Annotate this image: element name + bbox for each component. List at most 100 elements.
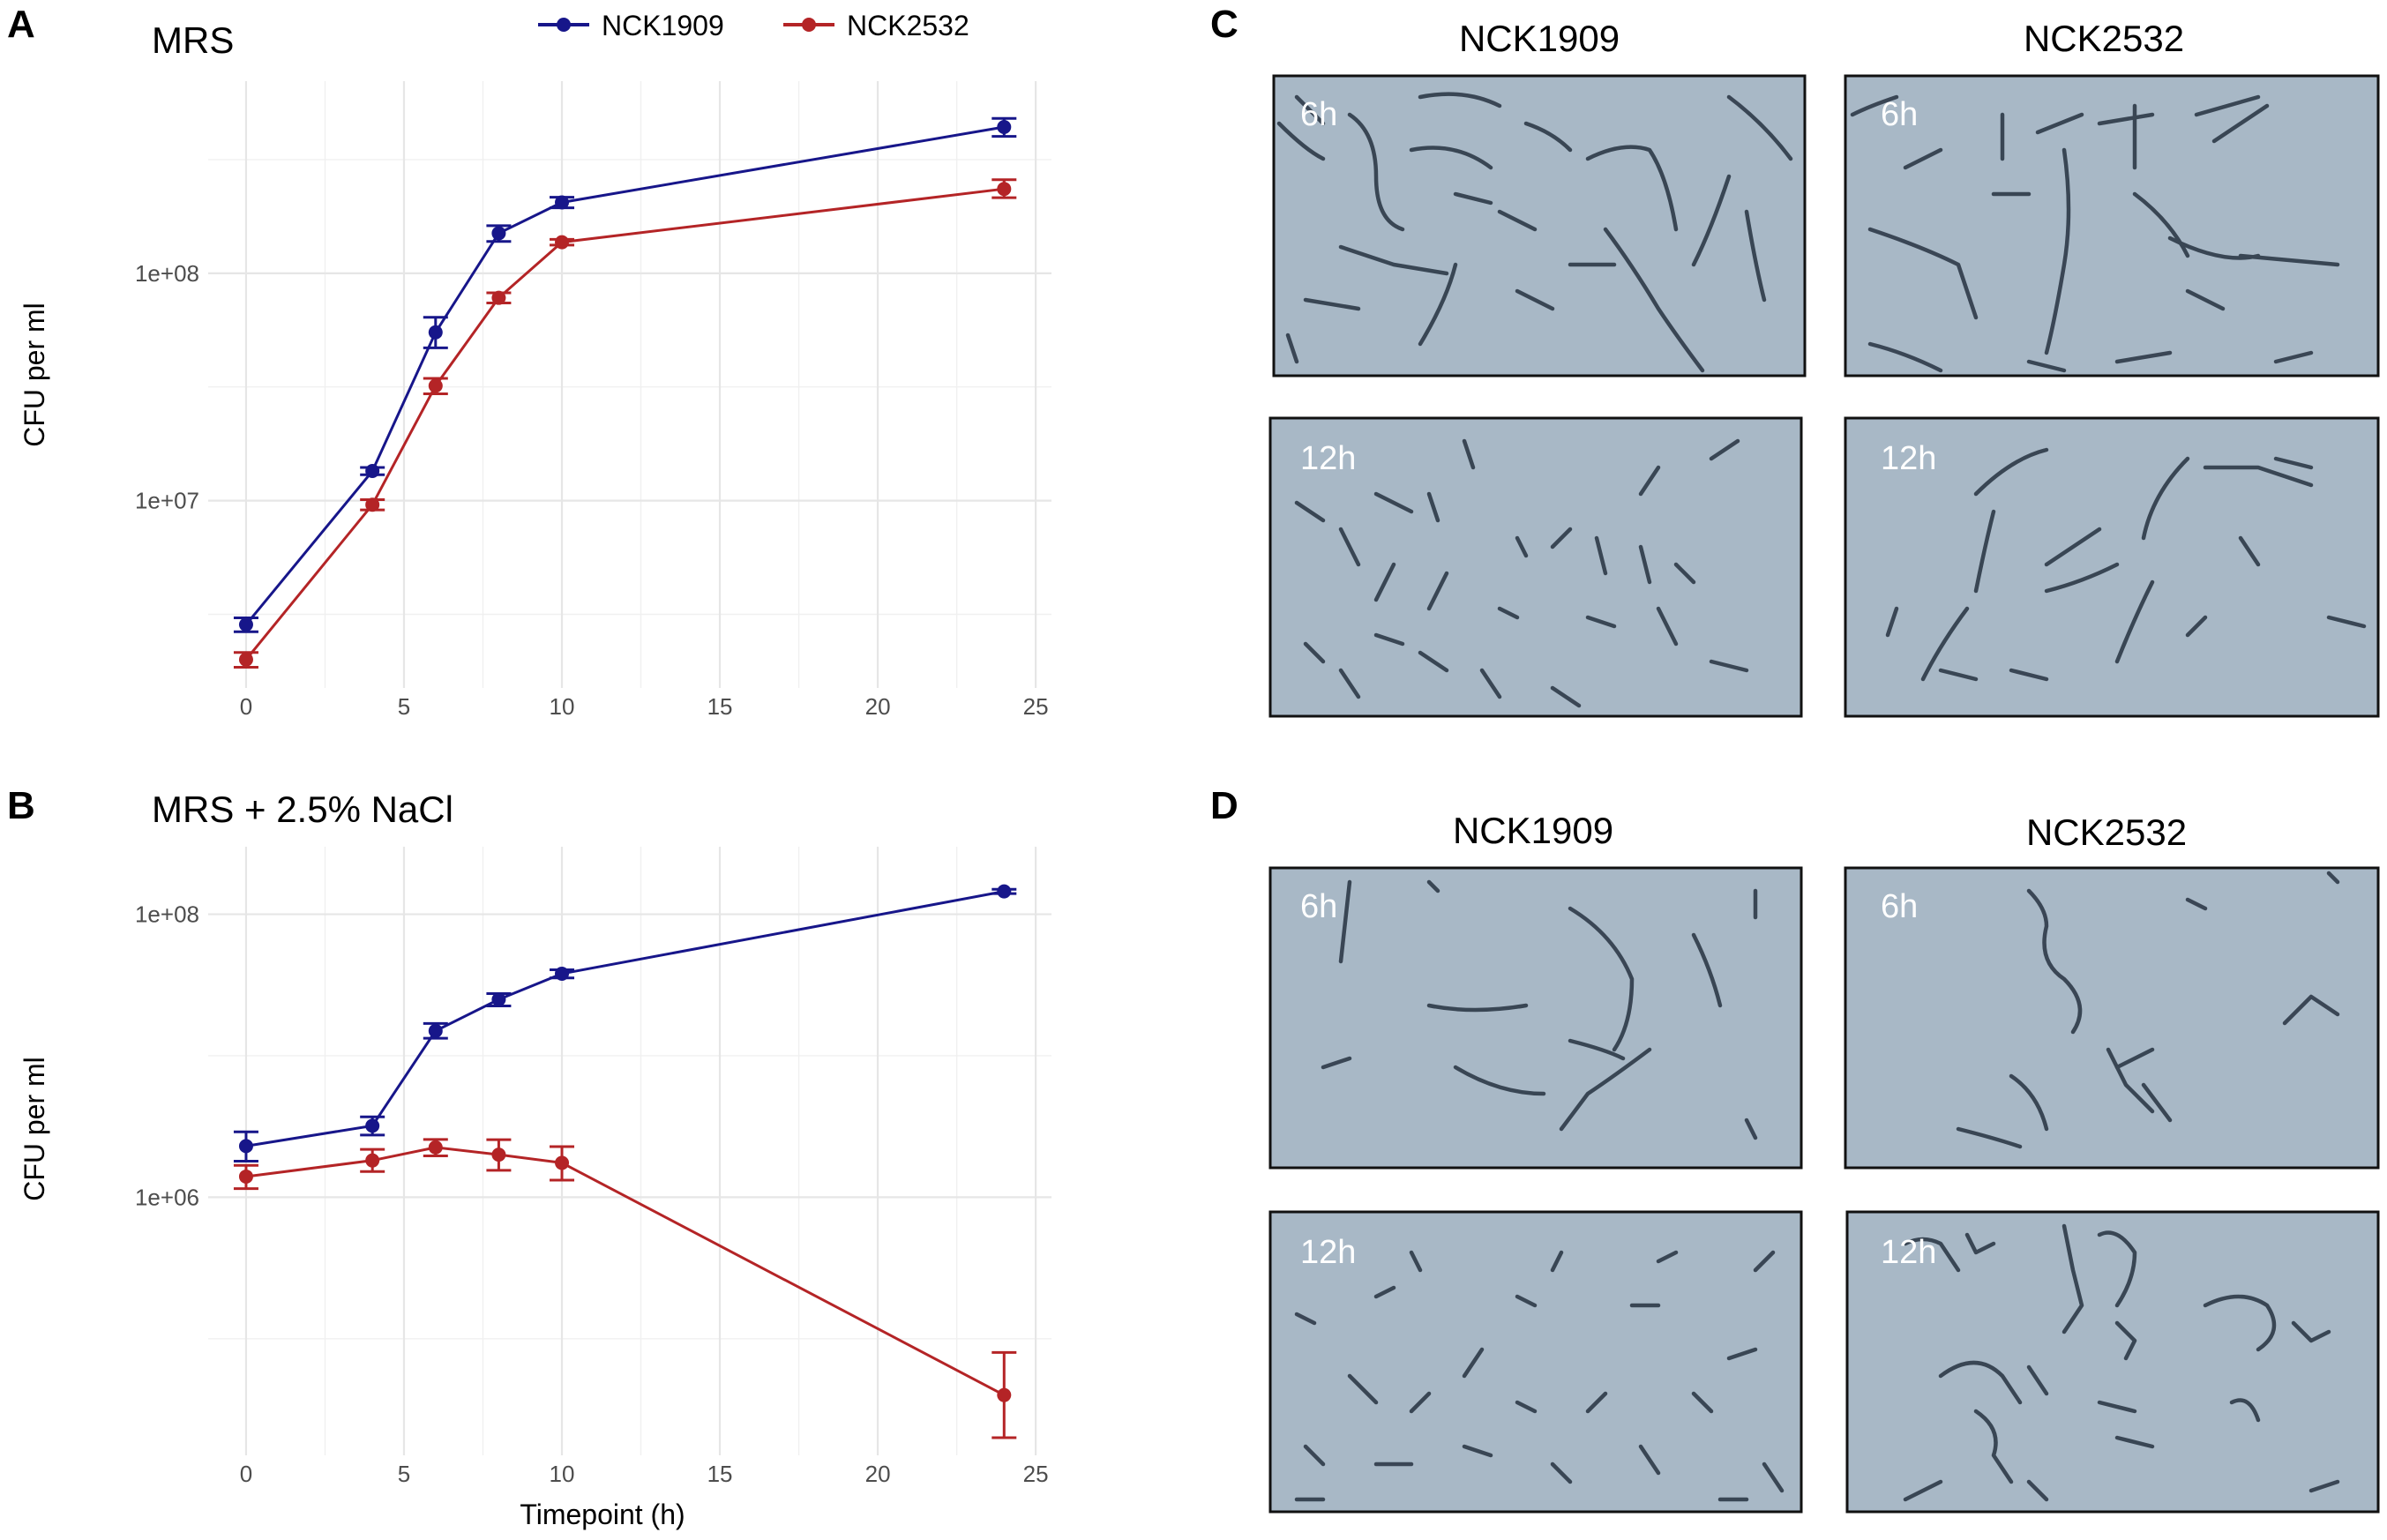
micrograph-frame <box>1272 74 1807 378</box>
legend-item-nck2532: NCK2532 <box>783 10 969 41</box>
chart-a-ylabel: CFU per ml <box>19 303 50 447</box>
panel-d-column-label-nck2532: NCK2532 <box>2026 811 2187 853</box>
chart-b-xlabel: Timepoint (h) <box>520 1499 685 1530</box>
micrograph-frame <box>1268 1210 1803 1514</box>
data-point <box>428 378 443 393</box>
data-point <box>997 1387 1012 1402</box>
micrograph-frame <box>1844 866 2380 1170</box>
bacteria-cells <box>1903 1223 2340 1502</box>
data-point <box>491 1148 506 1162</box>
data-point <box>491 290 506 305</box>
chart-a: MRS CFU per ml 0 5 10 15 20 25 1e+07 1e+08 <box>19 19 1051 720</box>
data-point <box>997 119 1012 134</box>
x-tick-label: 15 <box>707 693 733 720</box>
data-point <box>491 992 506 1007</box>
chart-b-ylabel: CFU per ml <box>19 1057 50 1201</box>
micrograph-time-label: 12h <box>1300 1234 1356 1271</box>
data-point <box>365 497 380 512</box>
x-tick-label: 10 <box>550 693 575 720</box>
series-line-nck2532 <box>244 187 1005 661</box>
legend-item-nck1909: NCK1909 <box>538 10 724 41</box>
bacteria-cells <box>1850 94 2340 373</box>
x-tick-label: 10 <box>550 1461 575 1487</box>
x-tick-label: 15 <box>707 1461 733 1487</box>
panel-d-column-label-nck1909: NCK1909 <box>1453 810 1613 851</box>
x-tick-label: 25 <box>1023 1461 1049 1487</box>
panel-c-column-label-nck1909: NCK1909 <box>1459 18 1620 59</box>
micrograph-c-nck2532-12h: 12h <box>1844 416 2380 718</box>
panel-letter-b: B <box>7 784 35 827</box>
x-tick-label: 25 <box>1023 693 1049 720</box>
micrograph-c-nck1909-12h: 12h <box>1268 416 1803 718</box>
x-tick-label: 20 <box>865 1461 891 1487</box>
data-point <box>365 1118 380 1133</box>
micrograph-time-label: 12h <box>1300 440 1356 477</box>
x-tick-label: 5 <box>398 693 410 720</box>
micrograph-d-nck2532-6h: 6h <box>1844 866 2380 1170</box>
panel-c-column-label-nck2532: NCK2532 <box>2024 18 2184 59</box>
series-line-nck2532 <box>245 1146 1005 1396</box>
bacteria-cells <box>1885 447 2367 682</box>
panel-letter-c: C <box>1210 3 1238 46</box>
data-point <box>555 1155 570 1170</box>
legend-label-nck1909: NCK1909 <box>602 10 724 41</box>
bacteria-cells <box>1294 438 1749 708</box>
bacteria-cells <box>1956 871 2340 1149</box>
y-tick-label: 1e+07 <box>135 488 199 514</box>
bacteria-cells <box>1321 879 1758 1140</box>
data-point <box>238 1139 253 1154</box>
micrograph-c-nck1909-6h: 6h <box>1272 74 1807 378</box>
y-tick-label: 1e+08 <box>135 901 199 928</box>
micrograph-time-label: 6h <box>1300 96 1337 133</box>
micrograph-frame <box>1268 416 1803 718</box>
series-nck1909 <box>233 884 1017 1162</box>
chart-b: MRS + 2.5% NaCl CFU per ml Timepoint (h)… <box>19 789 1051 1530</box>
data-point <box>428 325 443 340</box>
x-tick-label: 5 <box>398 1461 410 1487</box>
micrograph-time-label: 12h <box>1881 1234 1936 1271</box>
series-nck2532 <box>233 178 1017 669</box>
legend-label-nck2532: NCK2532 <box>847 10 969 41</box>
data-point <box>555 195 570 210</box>
micrograph-d-nck2532-12h: 12h <box>1845 1210 2380 1514</box>
data-point <box>238 652 253 667</box>
x-tick-label: 0 <box>240 1461 252 1487</box>
micrograph-time-label: 6h <box>1881 888 1918 925</box>
bacteria-cells <box>1276 92 1793 373</box>
micrograph-c-nck2532-6h: 6h <box>1844 74 2380 378</box>
micrograph-d-nck1909-12h: 12h <box>1268 1210 1803 1514</box>
chart-b-title: MRS + 2.5% NaCl <box>152 789 453 830</box>
grid <box>208 81 1051 688</box>
data-point <box>238 617 253 632</box>
legend-marker-nck1909 <box>557 18 571 32</box>
legend: NCK1909 NCK2532 <box>538 10 969 41</box>
x-tick-label: 0 <box>240 693 252 720</box>
data-point <box>365 1153 380 1168</box>
data-point <box>365 464 380 479</box>
series-line-nck1909 <box>244 125 1005 626</box>
data-point <box>555 235 570 250</box>
series-nck1909 <box>233 116 1017 633</box>
chart-a-title: MRS <box>152 19 234 61</box>
data-point <box>491 226 506 241</box>
legend-marker-nck2532 <box>802 18 816 32</box>
micrograph-time-label: 6h <box>1300 888 1337 925</box>
micrograph-panel-d: NCK1909 NCK2532 6h 6h <box>1268 810 2380 1514</box>
x-tick-label: 20 <box>865 693 891 720</box>
y-tick-label: 1e+08 <box>135 260 199 287</box>
y-tick-label: 1e+06 <box>135 1184 199 1210</box>
panel-letter-a: A <box>7 3 35 46</box>
panel-letter-d: D <box>1210 784 1238 827</box>
data-point <box>555 966 570 981</box>
data-point <box>238 1169 253 1184</box>
micrograph-time-label: 12h <box>1881 440 1936 477</box>
micrograph-frame <box>1844 74 2380 378</box>
series-nck2532 <box>233 1138 1017 1439</box>
micrograph-panel-c: NCK1909 NCK2532 6h <box>1268 18 2380 718</box>
micrograph-frame <box>1845 1210 2380 1514</box>
micrograph-frame <box>1268 866 1803 1170</box>
micrograph-time-label: 6h <box>1881 96 1918 133</box>
micrograph-d-nck1909-6h: 6h <box>1268 866 1803 1170</box>
data-point <box>997 884 1012 899</box>
